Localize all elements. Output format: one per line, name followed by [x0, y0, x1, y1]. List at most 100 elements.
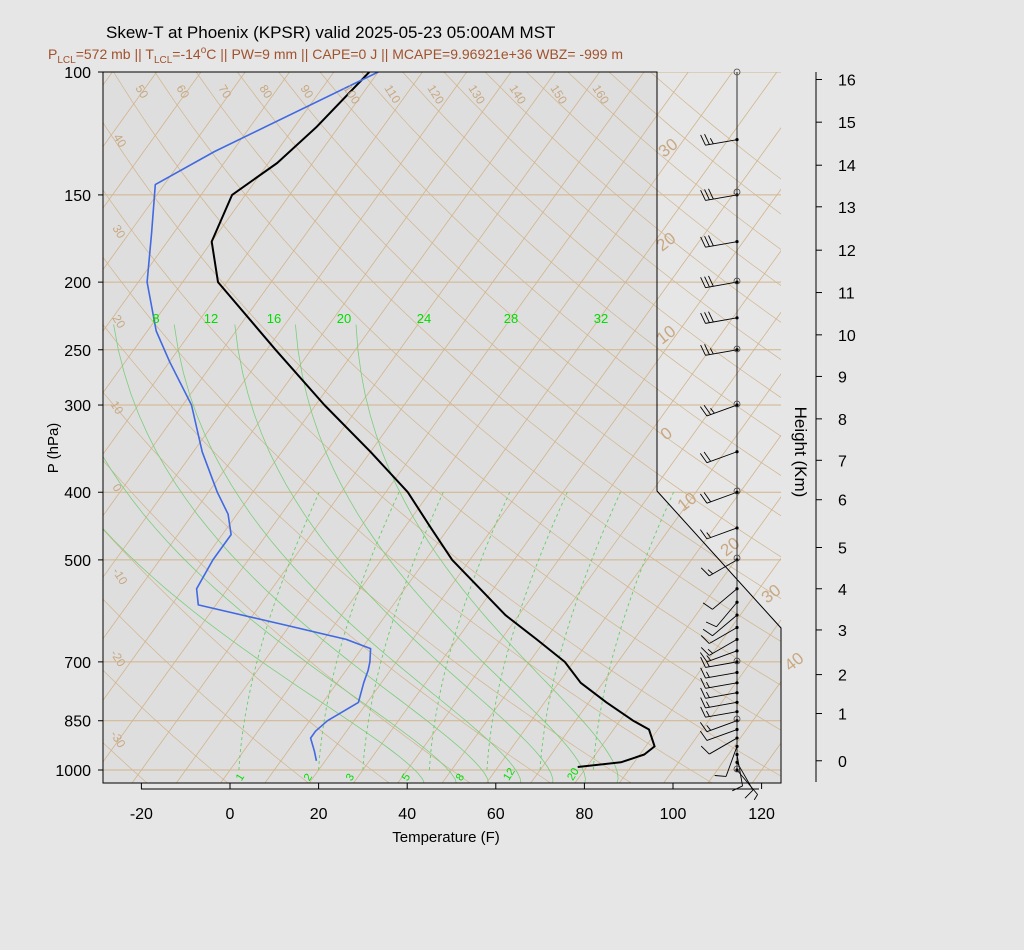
- isotherm-line: [103, 72, 202, 209]
- wind-barb: [700, 687, 739, 699]
- wind-barb: [699, 490, 739, 504]
- wind-level-marker: [733, 657, 741, 665]
- moist-adiabat-line: [103, 528, 425, 783]
- temperature-tick-label: 60: [487, 806, 505, 823]
- dry-adiabat-line: [103, 391, 552, 783]
- height-tick-label: 1: [838, 707, 847, 724]
- mixing-ratio-label: 2: [302, 772, 315, 784]
- dry-adiabat-line: [113, 72, 781, 686]
- x-axis-label: Temperature (F): [392, 829, 500, 846]
- wind-barb: [700, 558, 739, 577]
- mixing-ratio-label: 1: [234, 772, 247, 784]
- wind-level-marker: [733, 715, 741, 723]
- height-tick-label: 14: [838, 158, 856, 175]
- plcl-subscript: LCL: [57, 55, 76, 66]
- height-tick-label: 5: [838, 541, 847, 558]
- dry-adiabat-line: [154, 72, 781, 642]
- height-tick-label: 12: [838, 243, 856, 260]
- mixing-ratio-label: 8: [454, 772, 467, 784]
- dry-adiabat-line: [103, 669, 229, 783]
- dry-adiabat-line: [103, 256, 713, 783]
- pressure-tick-label: 1000: [55, 763, 91, 780]
- height-tick-label: 8: [838, 412, 847, 429]
- isotherm-line: [103, 72, 335, 394]
- isotherm-line: [103, 72, 379, 455]
- subtitle-rest: C || PW=9 mm || CAPE=0 J || MCAPE=9.9692…: [206, 46, 623, 62]
- wind-level-marker: [733, 68, 741, 76]
- isotherm-line: [530, 434, 781, 783]
- theta-e-label: 20: [337, 311, 351, 326]
- temperature-tick-label: 20: [310, 806, 328, 823]
- mixing-ratio-label: 3: [344, 772, 357, 784]
- moist-adiabat-line: [113, 324, 489, 783]
- pressure-tick-label: 850: [64, 714, 91, 731]
- height-tick-label: 4: [838, 582, 847, 599]
- mixing-ratio-line: [486, 492, 568, 771]
- wind-level-marker: [733, 277, 741, 285]
- isotherm-line: [103, 72, 601, 763]
- pressure-tick-label: 150: [64, 188, 91, 205]
- moist-adiabat-line: [173, 324, 521, 783]
- mixing-ratio-label: 5: [400, 772, 413, 784]
- dry-adiabat-line: [443, 72, 781, 361]
- wind-barb: [700, 656, 739, 668]
- pressure-tick-label: 100: [64, 65, 91, 82]
- wind-barb: [700, 625, 739, 644]
- theta-e-label: 16: [267, 311, 281, 326]
- height-tick-label: 0: [838, 754, 847, 771]
- theta-e-label: 12: [204, 311, 218, 326]
- dry-adiabat-line: [236, 72, 781, 558]
- mixing-ratio-line: [238, 492, 320, 771]
- dry-adiabat-line: [360, 72, 781, 437]
- temperature-tick-label: 120: [748, 806, 775, 823]
- wind-barb: [714, 744, 739, 777]
- theta-e-label: 24: [417, 311, 431, 326]
- isotherm-line: [0, 40, 2, 785]
- pressure-tick-label: 400: [64, 485, 91, 502]
- mixing-ratio-line: [428, 492, 511, 771]
- wind-level-marker: [733, 765, 741, 773]
- wind-barb: [700, 667, 739, 679]
- mixing-ratio-line: [539, 492, 621, 771]
- plot-frame: [102, 71, 782, 784]
- temperature-trace: [210, 72, 656, 768]
- isotherm-line: [574, 496, 781, 783]
- isotherm-line: [103, 72, 512, 640]
- height-tick-label: 10: [838, 328, 856, 345]
- dry-adiabat-label: 0: [657, 423, 676, 444]
- height-tick-label: 2: [838, 668, 847, 685]
- mixing-ratio-label: 12: [501, 766, 518, 783]
- mixing-ratio-line: [318, 492, 400, 771]
- dry-adiabat-line: [103, 121, 781, 731]
- wind-barb: [700, 235, 739, 248]
- wind-barb: [700, 188, 739, 201]
- pressure-tick-label: 250: [64, 343, 91, 360]
- dry-adiabat-line: [103, 189, 781, 777]
- height-tick-label: 11: [838, 286, 855, 303]
- dry-adiabat-line: [402, 72, 781, 398]
- isotherm-line: [353, 188, 781, 783]
- temperature-tick-label: 40: [398, 806, 416, 823]
- height-tick-label: 3: [838, 623, 847, 640]
- wind-barb: [705, 600, 739, 628]
- isotherm-line: [840, 40, 1024, 785]
- wind-barb: [699, 526, 739, 540]
- wind-barb: [699, 450, 739, 464]
- wind-barb: [700, 677, 739, 689]
- tlcl-symbol: T: [145, 46, 154, 62]
- isotherm-line: [663, 619, 781, 783]
- wind-barb: [700, 697, 739, 709]
- dry-adiabat-line: [319, 72, 781, 476]
- isotherm-line: [264, 72, 778, 783]
- dry-adiabat-label: 30: [655, 135, 682, 162]
- height-tick-label: 6: [838, 493, 847, 510]
- temperature-tick-label: 80: [576, 806, 594, 823]
- dewpoint-trace: [146, 72, 379, 761]
- y-axis-label: P (hPa): [45, 423, 62, 474]
- degree-symbol: o: [201, 45, 207, 56]
- isotherm-line: [485, 373, 781, 783]
- wind-level-marker: [733, 345, 741, 353]
- theta-e-label: 32: [594, 311, 608, 326]
- temperature-tick-label: 0: [226, 806, 235, 823]
